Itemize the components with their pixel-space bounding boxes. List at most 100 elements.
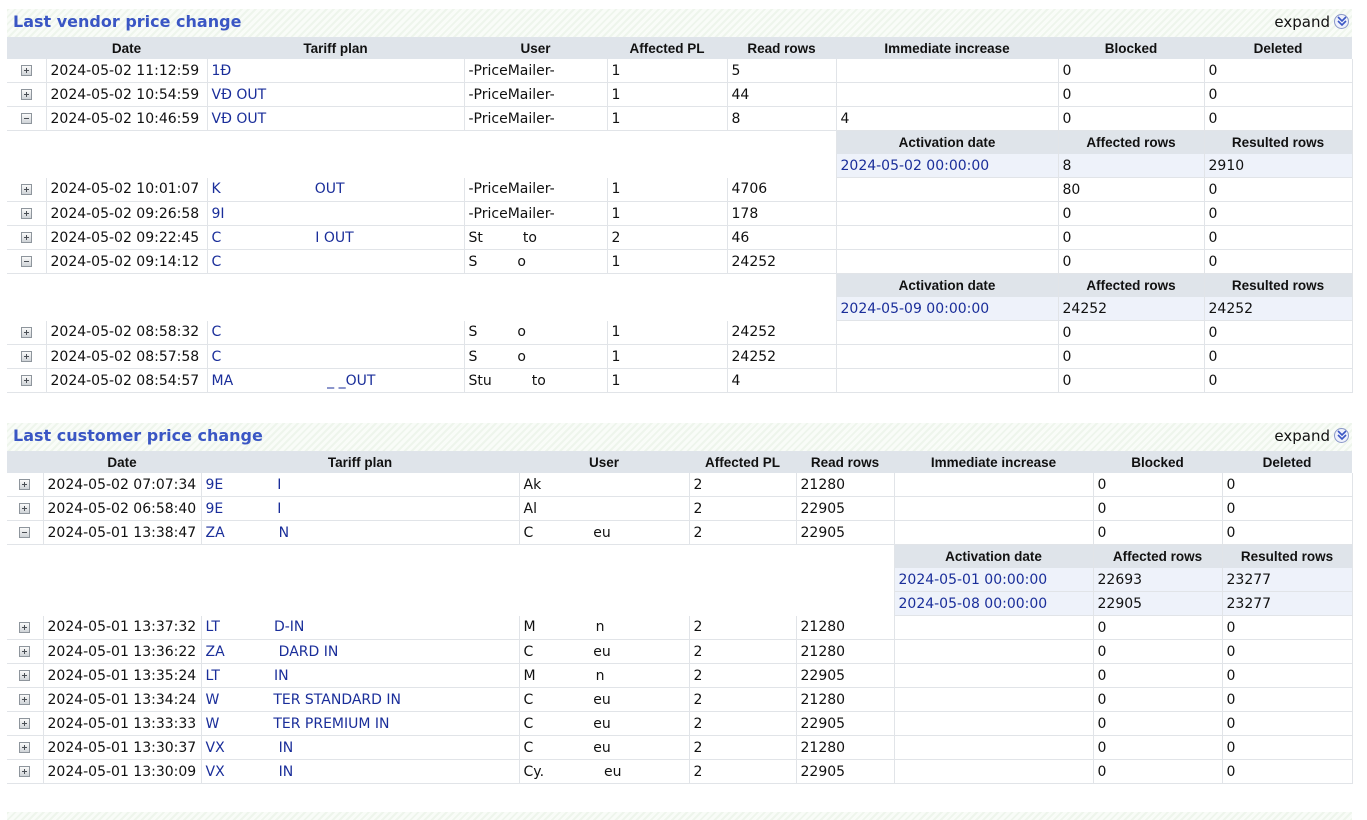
expand-toggle-icon[interactable] <box>20 232 32 243</box>
collapse-toggle-icon[interactable] <box>19 527 31 538</box>
expand-toggle-icon[interactable] <box>20 89 32 100</box>
table-row[interactable]: 2024-05-02 11:12:59 1Đ -PriceMailer- 1 5 0 0 <box>7 59 1353 83</box>
col-user[interactable]: User <box>464 37 607 59</box>
tariff-plan-link-suffix[interactable]: D-IN <box>273 619 305 636</box>
tariff-plan-link[interactable]: VĐ OUT <box>211 86 267 103</box>
col-read-rows[interactable]: Read rows <box>727 37 836 59</box>
tariff-plan-link[interactable]: ZA <box>205 643 225 660</box>
tariff-plan-link[interactable]: MA <box>211 372 234 389</box>
tariff-plan-link-suffix[interactable]: I OUT <box>315 229 354 246</box>
tariff-plan-link-suffix[interactable]: IN <box>278 739 294 756</box>
table-row[interactable]: 2024-05-02 06:58:40 9E I Al 2 22905 0 0 <box>7 496 1353 521</box>
expand-toggle-icon[interactable] <box>19 742 31 753</box>
tariff-plan-link-suffix[interactable]: TER PREMIUM IN <box>273 715 390 732</box>
expand-toggle-icon[interactable] <box>20 183 32 195</box>
col-deleted[interactable]: Deleted <box>1222 451 1352 473</box>
expand-chevron-icon[interactable] <box>1334 428 1349 443</box>
expand-toggle-icon[interactable] <box>19 479 31 490</box>
activation-date-link[interactable]: 2024-05-08 00:00:00 <box>898 595 1048 612</box>
tariff-plan-link[interactable]: W <box>205 691 220 708</box>
tariff-plan-link-suffix[interactable]: OUT <box>314 181 345 198</box>
tariff-plan-link[interactable]: K <box>211 181 221 198</box>
tariff-plan-link[interactable]: C <box>211 324 222 341</box>
expand-toggle-icon[interactable] <box>19 694 31 705</box>
tariff-plan-link-suffix[interactable]: DARD IN <box>278 643 339 660</box>
expand-toggle-icon[interactable] <box>20 351 32 362</box>
col-date[interactable]: Date <box>43 451 201 473</box>
tariff-plan-link[interactable]: W <box>205 715 220 732</box>
activation-date-link[interactable]: 2024-05-01 00:00:00 <box>898 571 1048 588</box>
expand-link[interactable]: expand <box>1274 427 1330 445</box>
tariff-plan-link-suffix[interactable]: IN <box>278 763 294 780</box>
tariff-plan-link[interactable]: VX <box>205 763 225 780</box>
col-blocked[interactable]: Blocked <box>1058 37 1204 59</box>
tariff-plan-link[interactable]: C <box>211 229 222 246</box>
col-affected-pl[interactable]: Affected PL <box>689 451 796 473</box>
expand-toggle-icon[interactable] <box>19 503 31 514</box>
expand-toggle-icon[interactable] <box>19 621 31 633</box>
col-immediate-increase[interactable]: Immediate increase <box>894 451 1093 473</box>
expand-toggle-icon[interactable] <box>20 326 32 338</box>
expand-toggle-icon[interactable] <box>20 208 32 219</box>
collapse-toggle-icon[interactable] <box>20 256 32 267</box>
expand-toggle-icon[interactable] <box>20 375 32 386</box>
tariff-plan-link[interactable]: VX <box>205 739 225 756</box>
tariff-plan-link-suffix[interactable]: N <box>278 524 290 541</box>
tariff-plan-link[interactable]: C <box>211 348 222 365</box>
table-row[interactable]: 2024-05-02 10:01:07 K OUT -PriceMailer- 1 470… <box>7 177 1353 202</box>
col-immediate-increase[interactable]: Immediate increase <box>836 37 1058 59</box>
cell-date: 2024-05-02 07:07:34 <box>43 473 202 497</box>
table-row[interactable]: 2024-05-02 08:54:57 MA _ _OUT Stu to 1 4 0 0 <box>7 368 1353 393</box>
col-read-rows[interactable]: Read rows <box>796 451 894 473</box>
collapse-toggle-icon[interactable] <box>20 113 32 124</box>
activation-date-link[interactable]: 2024-05-02 00:00:00 <box>840 157 990 174</box>
tariff-plan-link[interactable]: 1Đ <box>211 62 232 79</box>
tariff-plan-link[interactable]: VĐ OUT <box>211 110 267 127</box>
tariff-plan-link[interactable]: 9I <box>211 205 225 222</box>
cell-affected-pl: 2 <box>607 225 728 250</box>
col-blocked[interactable]: Blocked <box>1093 451 1222 473</box>
tariff-plan-link[interactable]: ZA <box>205 524 225 541</box>
tariff-plan-link-suffix[interactable]: TER STANDARD IN <box>273 691 401 708</box>
expand-link[interactable]: expand <box>1274 13 1330 31</box>
tariff-plan-link[interactable]: C <box>211 253 222 270</box>
activation-date-link[interactable]: 2024-05-09 00:00:00 <box>840 300 990 317</box>
col-date[interactable]: Date <box>46 37 207 59</box>
tariff-plan-link[interactable]: LT <box>205 619 220 636</box>
cell-read-rows: 24252 <box>727 249 837 274</box>
tariff-plan-link[interactable]: 9E <box>205 500 224 517</box>
expand-toggle-icon[interactable] <box>19 718 31 729</box>
col-tariff-plan[interactable]: Tariff plan <box>201 451 519 473</box>
table-row[interactable]: 2024-05-02 09:22:45 C I OUT St to 2 46 0 0 <box>7 225 1353 250</box>
col-deleted[interactable]: Deleted <box>1204 37 1352 59</box>
tariff-plan-link-suffix[interactable]: I <box>277 476 282 493</box>
col-user[interactable]: User <box>519 451 689 473</box>
expand-toggle-icon[interactable] <box>19 766 31 777</box>
table-row[interactable]: 2024-05-02 09:26:58 9I -PriceMailer- 1 178 0 0 <box>7 201 1353 226</box>
expand-chevron-icon[interactable] <box>1334 14 1349 29</box>
expand-toggle-icon[interactable] <box>20 65 32 76</box>
table-row[interactable]: 2024-05-02 07:07:34 9E I Ak 2 21280 0 0 <box>7 473 1353 497</box>
tariff-plan-link-suffix[interactable]: IN <box>273 667 289 684</box>
expand-toggle-icon[interactable] <box>19 670 31 681</box>
table-row[interactable]: 2024-05-02 10:54:59 VĐ OUT -PriceMailer- 1 4… <box>7 82 1353 107</box>
table-row[interactable]: 2024-05-02 10:46:59 VĐ OUT -PriceMailer- 1 8… <box>7 106 1353 131</box>
col-affected-pl[interactable]: Affected PL <box>607 37 727 59</box>
expand-toggle-icon[interactable] <box>19 646 31 657</box>
tariff-plan-link-suffix[interactable]: I <box>277 500 282 517</box>
tariff-plan-link[interactable]: 9E <box>205 476 224 493</box>
tariff-plan-link-suffix[interactable]: _ _OUT <box>327 372 376 389</box>
tariff-plan-link[interactable]: LT <box>205 667 220 684</box>
col-tariff-plan[interactable]: Tariff plan <box>207 37 464 59</box>
table-row[interactable]: 2024-05-01 13:30:09 VX IN Cy. eu 2 22905 0 0 <box>7 759 1353 784</box>
